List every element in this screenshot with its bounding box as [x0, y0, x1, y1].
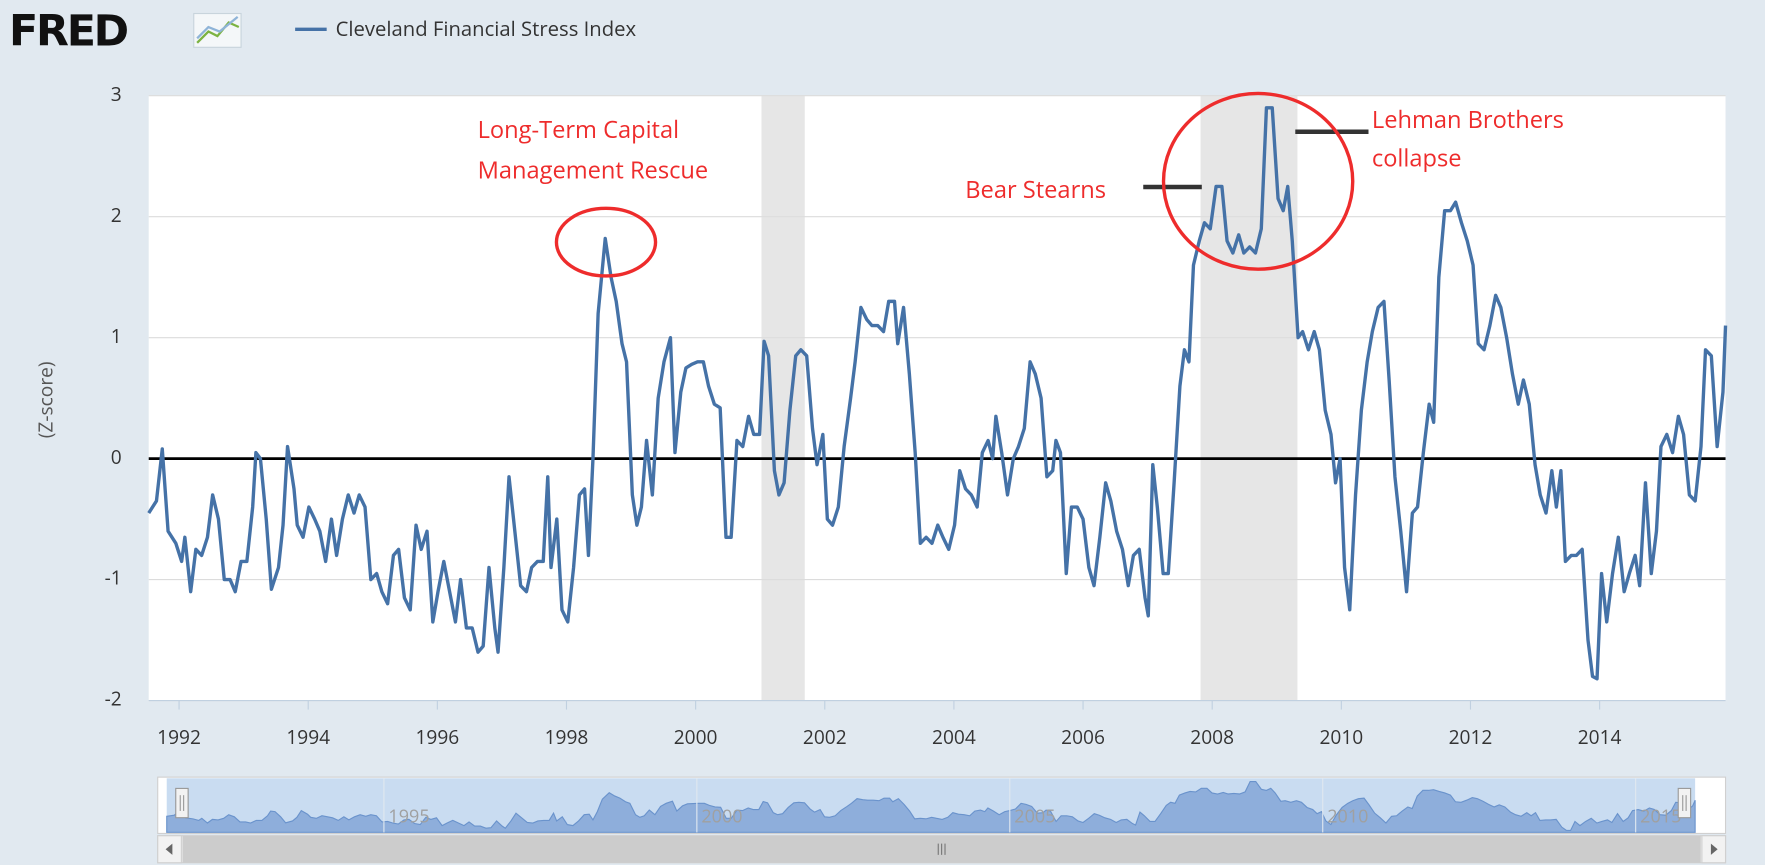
annotation-text: Long-Term Capital [478, 113, 679, 145]
x-tick-label: 2000 [674, 724, 718, 750]
recession-band [1200, 95, 1298, 701]
navigator-tick-label: 2000 [701, 805, 742, 829]
plot-marks [147, 95, 1728, 710]
y-tick-label: 0 [111, 444, 122, 470]
navigator-tick-label: 2005 [1014, 805, 1055, 829]
x-tick-label: 2002 [803, 724, 847, 750]
navigator-tick-label: 2015 [1640, 805, 1681, 829]
annotation-text: Management Rescue [478, 154, 709, 186]
annotation-text: Bear Stearns [965, 173, 1106, 205]
annotation-text: collapse [1372, 141, 1462, 173]
logo-icon [193, 12, 242, 48]
navigator-handles [175, 787, 1692, 819]
navigator-handle[interactable] [1677, 787, 1692, 819]
arrow-right [1710, 843, 1718, 855]
navigator-tick-label: 1995 [388, 805, 429, 829]
x-tick-label: 2008 [1190, 724, 1234, 750]
navigator-area [166, 781, 1696, 833]
series-line [147, 106, 1728, 681]
navigator-handle[interactable] [175, 787, 189, 819]
recession-band [761, 95, 805, 701]
x-tick-label: 2012 [1449, 724, 1493, 750]
x-tick-label: 1994 [286, 724, 330, 750]
legend-label[interactable]: Cleveland Financial Stress Index [336, 14, 637, 42]
x-tick-label: 1992 [157, 724, 201, 750]
navigator-tick-label: 2010 [1327, 805, 1368, 829]
navigator: 1995 2000 2005 2010 2015 [166, 778, 1696, 833]
x-tick-label: 1998 [545, 724, 589, 750]
annotation-circle [554, 206, 658, 278]
scrollbar [157, 835, 1727, 864]
plot-area [148, 95, 1726, 701]
brand-logo[interactable]: FRED [9, 6, 130, 56]
y-tick-label: 1 [111, 323, 122, 349]
annotation-text: Lehman Brothers [1372, 103, 1564, 135]
y-tick-label: -1 [105, 565, 122, 591]
arrow-left [165, 843, 173, 855]
y-tick-label: 3 [111, 81, 122, 107]
x-tick-label: 2014 [1578, 724, 1622, 750]
y-tick-label: 2 [111, 202, 122, 228]
annotation-circle [1161, 91, 1355, 271]
x-tick-label: 2006 [1061, 724, 1105, 750]
x-tick-label: 1996 [415, 724, 459, 750]
y-axis-label: (Z-score) [32, 361, 58, 438]
annotations: Long-Term Capital Management Rescue Bear… [478, 91, 1564, 278]
y-tick-label: -2 [105, 686, 122, 712]
x-tick-label: 2010 [1319, 724, 1363, 750]
x-tick-label: 2004 [932, 724, 976, 750]
